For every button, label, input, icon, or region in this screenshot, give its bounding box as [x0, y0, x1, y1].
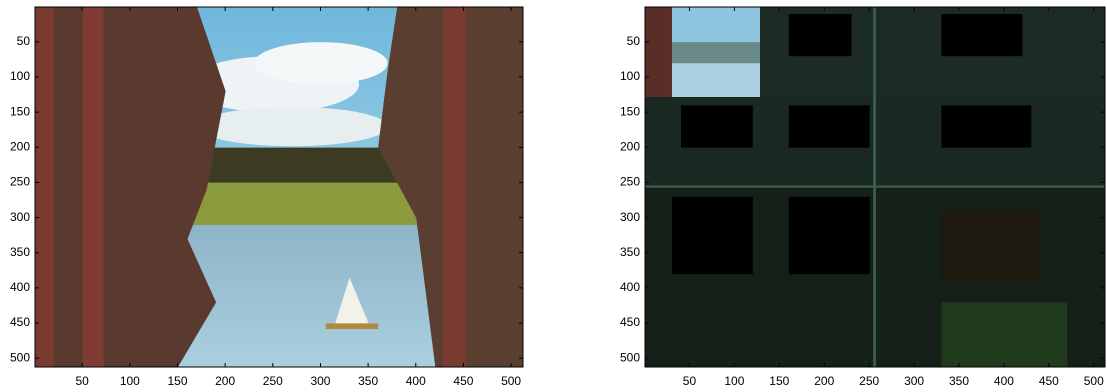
block-edge [873, 7, 876, 367]
cloud [254, 42, 387, 84]
hull [326, 323, 378, 329]
x-tick-label: 450 [453, 374, 473, 388]
x-tick-label: 200 [215, 374, 235, 388]
image [35, 7, 523, 367]
y-tick-label: 450 [620, 315, 640, 329]
trunk [83, 7, 104, 367]
x-tick-label: 300 [310, 374, 330, 388]
y-tick-label: 250 [10, 175, 30, 189]
x-tick-label: 50 [683, 374, 697, 388]
dark-patch [789, 197, 870, 274]
x-tick-label: 450 [1039, 374, 1059, 388]
dark-patch [941, 14, 1022, 56]
green-patch [941, 302, 1067, 367]
x-tick-label: 250 [263, 374, 283, 388]
thumbnail-trees [645, 7, 672, 97]
y-tick-label: 500 [10, 350, 30, 364]
x-tick-label: 100 [724, 374, 744, 388]
cloud [197, 107, 388, 146]
dark-patch [941, 211, 1040, 281]
y-tick-label: 150 [620, 104, 640, 118]
y-tick-label: 400 [10, 280, 30, 294]
y-tick-label: 50 [627, 34, 641, 48]
y-tick-label: 300 [620, 210, 640, 224]
x-tick-label: 150 [167, 374, 187, 388]
image [645, 7, 1105, 367]
y-tick-label: 200 [620, 139, 640, 153]
x-tick-label: 100 [120, 374, 140, 388]
x-tick-label: 300 [904, 374, 924, 388]
y-tick-label: 100 [620, 69, 640, 83]
x-tick-label: 400 [406, 374, 426, 388]
thumbnail-sky [672, 7, 760, 42]
trees-left [35, 7, 226, 367]
x-tick-label: 200 [814, 374, 834, 388]
x-tick-label: 500 [1084, 374, 1104, 388]
x-tick-label: 350 [358, 374, 378, 388]
y-tick-label: 350 [10, 245, 30, 259]
thumbnail-lake [672, 63, 760, 97]
dark-patch [941, 105, 1031, 147]
dark-patch [789, 14, 852, 56]
y-tick-label: 200 [10, 139, 30, 153]
dark-patch [681, 105, 753, 147]
y-tick-label: 150 [10, 104, 30, 118]
y-tick-label: 50 [17, 34, 31, 48]
x-tick-label: 500 [501, 374, 521, 388]
x-tick-label: 400 [994, 374, 1014, 388]
y-tick-label: 500 [620, 350, 640, 364]
x-tick-label: 250 [859, 374, 879, 388]
y-tick-label: 400 [620, 280, 640, 294]
dark-patch [789, 105, 870, 147]
y-tick-label: 100 [10, 69, 30, 83]
trunk [35, 7, 54, 367]
figure: 50 100 150 200 250 300 350 400 450 500 50 100 150 200… [0, 0, 1107, 392]
x-tick-label: 350 [949, 374, 969, 388]
y-tick-label: 350 [620, 245, 640, 259]
trunk [443, 7, 466, 367]
dark-patch [672, 197, 753, 274]
y-tick-label: 250 [620, 175, 640, 189]
x-tick-label: 50 [76, 374, 90, 388]
y-tick-label: 300 [10, 210, 30, 224]
y-tick-label: 450 [10, 315, 30, 329]
x-tick-label: 150 [769, 374, 789, 388]
